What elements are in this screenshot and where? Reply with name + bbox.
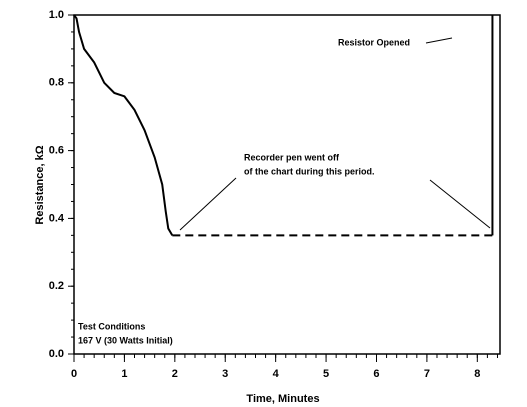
x-tick-label: 7 <box>424 368 430 380</box>
annotation: of the chart during this period. <box>244 166 375 176</box>
x-tick-label: 5 <box>323 368 329 380</box>
annotation: Resistor Opened <box>338 37 410 47</box>
annotation: Recorder pen went off <box>244 152 340 162</box>
y-tick-label: 0.0 <box>49 348 64 360</box>
arrow <box>425 37 453 44</box>
annotation: 167 V (30 Watts Initial) <box>78 335 173 345</box>
x-axis-label: Time, Minutes <box>246 393 319 405</box>
y-tick-label: 0.6 <box>49 145 64 157</box>
y-tick-label: 1.0 <box>49 9 64 21</box>
x-tick-label: 1 <box>121 368 127 380</box>
x-tick-label: 4 <box>273 368 280 380</box>
x-tick-label: 0 <box>71 368 77 380</box>
annotation: Test Conditions <box>78 321 145 331</box>
y-tick-label: 0.8 <box>49 77 64 89</box>
y-tick-label: 0.2 <box>49 280 64 292</box>
x-tick-label: 6 <box>373 368 379 380</box>
arrow <box>179 177 237 231</box>
line-series <box>73 14 174 236</box>
y-tick-label: 0.4 <box>49 212 65 224</box>
x-tick-label: 3 <box>222 368 228 380</box>
x-tick-label: 8 <box>474 368 480 380</box>
y-axis-label: Resistance, kΩ <box>34 145 46 224</box>
arrow <box>429 179 491 229</box>
x-tick-label: 2 <box>172 368 178 380</box>
